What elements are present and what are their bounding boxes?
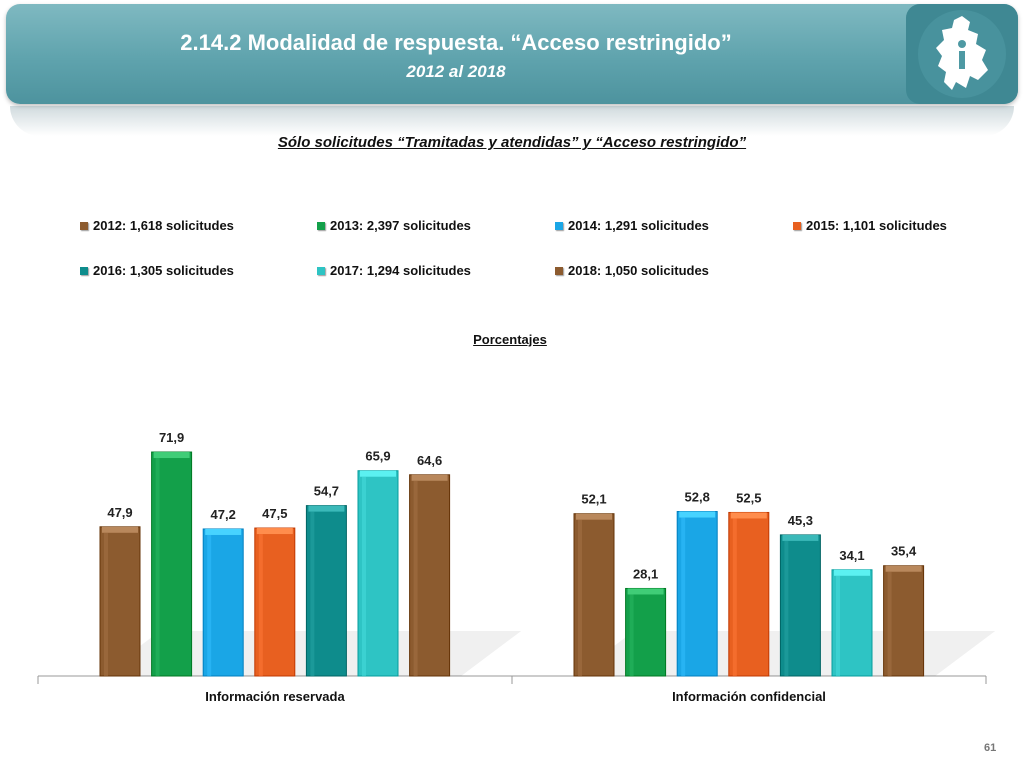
data-label: 71,9 bbox=[159, 430, 184, 445]
legend-label: 2014: 1,291 solicitudes bbox=[568, 218, 709, 233]
bar-top-highlight bbox=[679, 511, 716, 518]
bar-side-highlight bbox=[413, 480, 418, 676]
legend-label: 2016: 1,305 solicitudes bbox=[93, 263, 234, 278]
data-label: 47,2 bbox=[211, 507, 236, 522]
bar-top-highlight bbox=[730, 512, 767, 519]
data-label: 28,1 bbox=[633, 566, 658, 581]
bar-side-highlight bbox=[629, 594, 634, 676]
legend-swatch bbox=[317, 267, 325, 275]
legend-label: 2015: 1,101 solicitudes bbox=[806, 218, 947, 233]
x-category-label: Información reservada bbox=[205, 689, 345, 704]
page-title: 2.14.2 Modalidad de respuesta. “Acceso r… bbox=[180, 30, 732, 55]
data-label: 64,6 bbox=[417, 453, 442, 468]
legend-swatch bbox=[793, 222, 801, 230]
legend-label: 2017: 1,294 solicitudes bbox=[330, 263, 471, 278]
data-label: 52,5 bbox=[736, 490, 761, 505]
legend-item-2012: 2012: 1,618 solicitudes bbox=[80, 218, 234, 233]
bar-side-highlight bbox=[732, 518, 737, 676]
bar-top-highlight bbox=[360, 470, 396, 477]
data-label: 54,7 bbox=[314, 484, 339, 499]
legend-label: 2013: 2,397 solicitudes bbox=[330, 218, 471, 233]
x-category-label: Información confidencial bbox=[672, 689, 826, 704]
legend-swatch bbox=[555, 222, 563, 230]
bar-top-highlight bbox=[834, 569, 870, 576]
legend-item-2014: 2014: 1,291 solicitudes bbox=[555, 218, 709, 233]
cdmx-map-info-logo-icon bbox=[918, 10, 1006, 98]
legend-swatch bbox=[317, 222, 325, 230]
legend-item-2015: 2015: 1,101 solicitudes bbox=[793, 218, 947, 233]
data-label: 45,3 bbox=[788, 513, 813, 528]
y-axis-title: Porcentajes bbox=[473, 332, 547, 347]
page-number: 61 bbox=[984, 742, 997, 754]
bar-side-highlight bbox=[104, 532, 108, 676]
data-label: 65,9 bbox=[365, 449, 390, 464]
bar-side-highlight bbox=[578, 519, 582, 676]
bar-top-highlight bbox=[627, 588, 664, 595]
bar-side-highlight bbox=[155, 458, 160, 676]
bar-top-highlight bbox=[885, 565, 922, 572]
legend-swatch bbox=[555, 267, 563, 275]
bar-top-highlight bbox=[411, 474, 448, 481]
header-banner bbox=[6, 4, 1018, 104]
bar-top-highlight bbox=[205, 528, 242, 535]
legend-swatch bbox=[80, 267, 88, 275]
bar-side-highlight bbox=[836, 575, 840, 676]
bar-top-highlight bbox=[308, 505, 345, 512]
legend-item-2017: 2017: 1,294 solicitudes bbox=[317, 263, 471, 278]
bar-side-highlight bbox=[681, 517, 686, 676]
legend-item-2016: 2016: 1,305 solicitudes bbox=[80, 263, 234, 278]
logo bbox=[906, 4, 1018, 104]
chart-title: Sólo solicitudes “Tramitadas y atendidas… bbox=[277, 134, 747, 151]
legend-item-2018: 2018: 1,050 solicitudes bbox=[555, 263, 709, 278]
bar-side-highlight bbox=[310, 511, 315, 676]
bar-top-highlight bbox=[782, 534, 819, 541]
legend-swatch bbox=[80, 222, 88, 230]
bar-top-highlight bbox=[102, 526, 138, 533]
data-label: 52,1 bbox=[581, 492, 606, 507]
page-subtitle: 2012 al 2018 bbox=[406, 62, 506, 81]
bar-side-highlight bbox=[362, 476, 366, 676]
legend-label: 2018: 1,050 solicitudes bbox=[568, 263, 709, 278]
bar-side-highlight bbox=[887, 571, 892, 676]
legend-item-2013: 2013: 2,397 solicitudes bbox=[317, 218, 471, 233]
data-label: 47,5 bbox=[262, 506, 287, 521]
bar-side-highlight bbox=[258, 534, 263, 676]
data-label: 47,9 bbox=[107, 505, 132, 520]
bar-top-highlight bbox=[256, 528, 293, 535]
bar-side-highlight bbox=[207, 534, 212, 676]
data-label: 35,4 bbox=[891, 544, 917, 559]
legend-label: 2012: 1,618 solicitudes bbox=[93, 218, 234, 233]
header-reflection bbox=[10, 106, 1014, 136]
data-label: 52,8 bbox=[685, 490, 710, 505]
data-label: 34,1 bbox=[839, 548, 864, 563]
bar-top-highlight bbox=[153, 452, 190, 459]
bar-top-highlight bbox=[576, 513, 612, 520]
bar-side-highlight bbox=[784, 540, 789, 676]
